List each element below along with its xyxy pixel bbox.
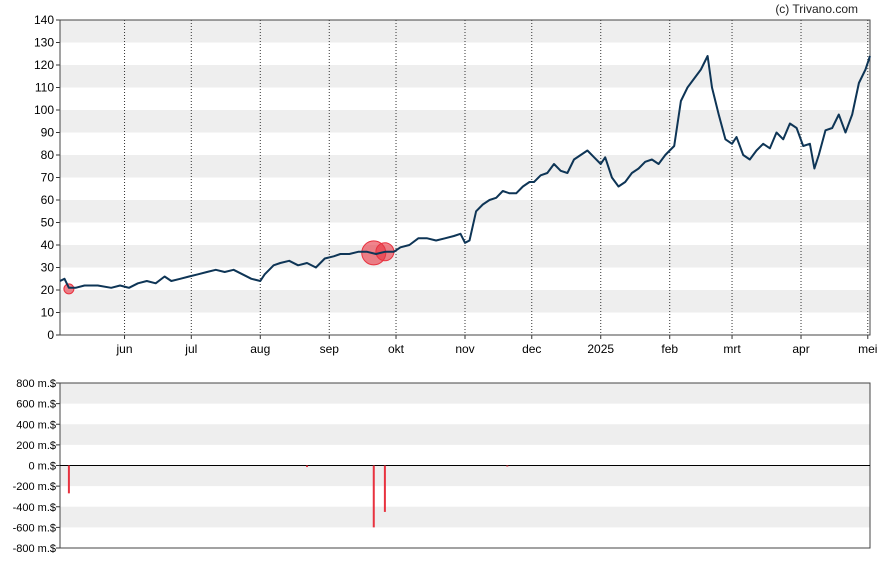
y-tick-label: 600 m.$ xyxy=(16,399,56,411)
grid-band xyxy=(60,245,870,268)
grid-band xyxy=(60,465,870,487)
x-tick-label: feb xyxy=(661,342,678,356)
y-tick-label: 100 xyxy=(34,103,54,117)
y-tick-label: -800 m.$ xyxy=(13,543,56,555)
grid-band xyxy=(60,200,870,223)
x-tick-label: nov xyxy=(455,342,474,356)
grid-band xyxy=(60,506,870,528)
y-tick-label: 0 xyxy=(47,328,54,342)
x-tick-label: okt xyxy=(388,342,405,356)
price-line xyxy=(59,55,871,289)
y-tick-label: 200 m.$ xyxy=(16,440,56,452)
grid-band xyxy=(60,290,870,313)
y-tick-label: 130 xyxy=(34,36,54,50)
y-tick-label: 30 xyxy=(41,261,55,275)
flow-bar xyxy=(306,465,309,468)
x-tick-label: aug xyxy=(250,342,270,356)
flow-bar xyxy=(67,465,70,494)
y-tick-label: 10 xyxy=(41,306,55,320)
y-tick-label: -600 m.$ xyxy=(13,522,56,534)
y-tick-label: -400 m.$ xyxy=(13,502,56,514)
flow-chart: 800 m.$ 600 m.$ 400 m.$ 200 m.$ 0 m.$ -200 m.… xyxy=(13,378,871,555)
y-tick-label: 90 xyxy=(41,126,55,140)
x-tick-label: mrt xyxy=(723,342,741,356)
x-tick-label: sep xyxy=(320,342,340,356)
y-tick-label: 60 xyxy=(41,193,55,207)
y-tick-label: 400 m.$ xyxy=(16,419,56,431)
x-tick-label: mei xyxy=(858,342,877,356)
y-tick-label: 0 m.$ xyxy=(28,461,56,473)
x-tick-label: apr xyxy=(792,342,809,356)
grid-band xyxy=(60,424,870,445)
transaction-marker xyxy=(63,283,75,295)
y-tick-label: -200 m.$ xyxy=(13,481,56,493)
y-tick-label: 70 xyxy=(41,171,55,185)
plot-frame xyxy=(59,19,871,336)
y-tick-label: 120 xyxy=(34,58,54,72)
credit-label: (c) Trivano.com xyxy=(775,2,858,16)
grid-band xyxy=(60,110,870,133)
grid-band xyxy=(60,383,870,404)
x-tick-label: 2025 xyxy=(587,342,614,356)
x-tick-label: jul xyxy=(184,342,197,356)
y-tick-label: 110 xyxy=(35,81,54,95)
x-tick-label: dec xyxy=(522,342,541,356)
flow-bar xyxy=(372,465,375,528)
grid-band xyxy=(60,65,870,88)
y-tick-label: 40 xyxy=(41,238,55,252)
flow-bar xyxy=(383,465,386,512)
y-tick-label: 140 xyxy=(34,13,54,27)
y-tick-label: 80 xyxy=(41,148,55,162)
y-tick-label: 20 xyxy=(41,283,55,297)
x-tick-label: jun xyxy=(116,342,133,356)
price-chart: jun jul aug sep okt nov dec 2025 feb mrt apr mei 0 10… xyxy=(34,13,877,356)
grid-band xyxy=(60,155,870,178)
flow-bar xyxy=(506,465,509,467)
y-tick-label: 800 m.$ xyxy=(16,378,56,390)
grid-band xyxy=(60,20,870,43)
y-tick-label: 50 xyxy=(41,216,55,230)
